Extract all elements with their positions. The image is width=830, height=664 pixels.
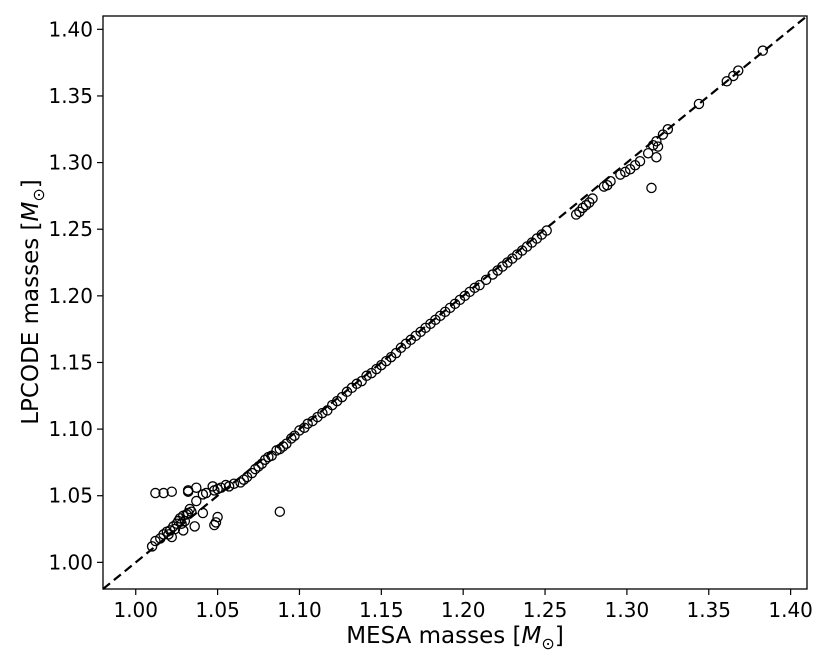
x-tick-label: 1.15 — [359, 598, 404, 622]
y-tick-label: 1.05 — [48, 484, 93, 508]
x-tick-label: 1.00 — [113, 598, 158, 622]
plot-frame — [102, 15, 808, 590]
data-point — [646, 182, 657, 194]
data-point — [580, 199, 592, 211]
data-point — [223, 481, 235, 492]
data-point — [182, 486, 194, 497]
data-point — [210, 517, 222, 528]
data-point — [642, 148, 654, 159]
x-tick-label: 1.25 — [523, 598, 568, 622]
data-point — [469, 282, 480, 294]
data-point — [166, 486, 178, 497]
data-point — [191, 495, 202, 507]
y-tick-label: 1.00 — [48, 550, 93, 574]
data-point — [361, 370, 372, 382]
y-tick-label: 1.10 — [48, 417, 93, 441]
data-point — [317, 407, 328, 419]
data-point — [732, 65, 744, 76]
data-point — [189, 521, 200, 532]
data-point — [181, 509, 192, 520]
data-point — [228, 478, 240, 489]
data-point — [274, 506, 286, 517]
data-point — [158, 487, 169, 499]
data-point — [693, 98, 705, 110]
data-point — [302, 418, 313, 430]
y-tick-label: 1.40 — [48, 17, 93, 41]
data-point — [721, 76, 733, 87]
y-axis-ticks: 1.00 1.05 1.10 1.15 1.20 1.25 1.30 1.35 1.40 — [48, 17, 103, 574]
data-point — [652, 141, 664, 152]
data-point — [294, 425, 305, 436]
data-point — [757, 45, 769, 56]
data-point — [634, 155, 646, 167]
y-tick-label: 1.25 — [48, 217, 93, 241]
x-axis-ticks: 1.00 1.05 1.10 1.15 1.20 1.25 1.30 1.35 1.40 — [113, 589, 813, 622]
y-axis-label: LPCODE masses [M⊙] — [18, 179, 48, 425]
data-point — [150, 487, 161, 499]
y-tick-label: 1.15 — [48, 350, 93, 374]
data-point — [191, 482, 202, 493]
data-point — [286, 433, 297, 444]
data-point — [651, 152, 662, 163]
data-point — [480, 274, 492, 286]
data-point — [620, 166, 631, 178]
data-point — [177, 525, 189, 536]
x-tick-label: 1.20 — [441, 598, 486, 622]
data-point — [605, 175, 616, 187]
data-point — [212, 511, 223, 523]
reference-line-y-equals-x — [102, 15, 808, 590]
data-point — [577, 202, 588, 214]
y-tick-label: 1.20 — [48, 284, 93, 308]
x-tick-label: 1.30 — [605, 598, 650, 622]
y-tick-label: 1.30 — [48, 151, 93, 175]
data-point — [238, 474, 250, 485]
data-point — [351, 378, 363, 390]
data-point — [150, 535, 161, 547]
x-tick-label: 1.10 — [277, 598, 322, 622]
x-axis-label: MESA masses [M⊙] — [346, 623, 564, 653]
x-tick-label: 1.05 — [195, 598, 240, 622]
data-point — [662, 124, 674, 135]
x-tick-label: 1.40 — [768, 598, 813, 622]
data-point — [146, 541, 158, 552]
data-point — [587, 193, 598, 204]
data-point — [570, 209, 582, 220]
x-tick-label: 1.35 — [687, 598, 732, 622]
data-point — [215, 482, 227, 493]
data-point — [184, 503, 196, 515]
data-point — [615, 169, 626, 180]
data-point — [176, 518, 187, 529]
y-tick-label: 1.35 — [48, 84, 93, 108]
